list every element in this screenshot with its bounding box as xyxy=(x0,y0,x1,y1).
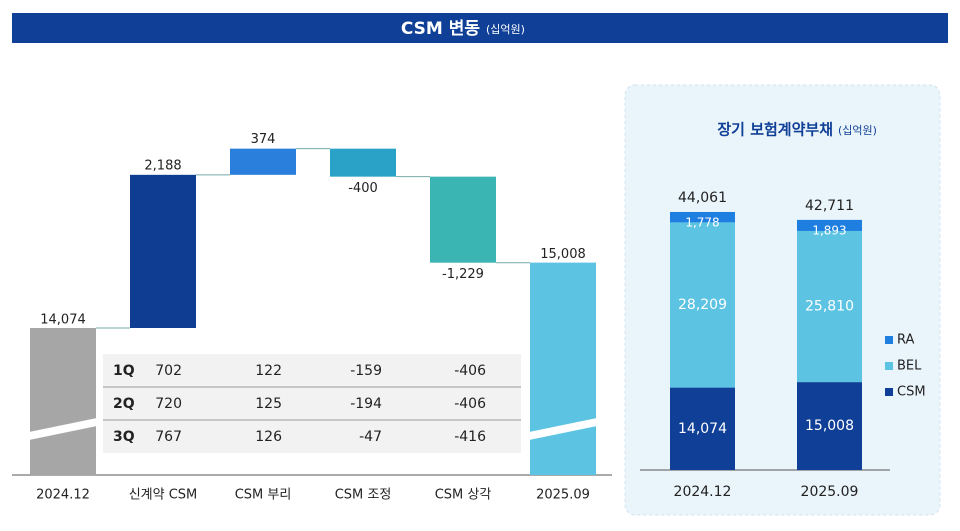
value-label: -400 xyxy=(348,181,378,196)
legend-swatch xyxy=(885,336,893,344)
row-label: 3Q xyxy=(113,429,135,445)
bar-segment xyxy=(797,219,862,231)
value-label: 374 xyxy=(251,132,276,147)
legend-label: RA xyxy=(897,333,915,348)
bar-segment xyxy=(670,222,735,388)
x-tick-label: 2025.09 xyxy=(801,484,859,500)
row-label: 1Q xyxy=(113,363,135,379)
axis-break xyxy=(29,418,97,440)
bar-segment xyxy=(797,230,862,383)
table-cell: -406 xyxy=(454,363,486,379)
bar xyxy=(430,176,496,263)
bar xyxy=(130,174,196,328)
page-title: CSM 변동 xyxy=(401,19,481,39)
table-cell: 720 xyxy=(155,396,182,412)
total-label: 42,711 xyxy=(805,198,854,214)
total-label: 44,061 xyxy=(678,190,727,206)
bar xyxy=(330,148,396,177)
chart-subtitle: (십억원) xyxy=(838,124,877,137)
value-label: 15,008 xyxy=(805,418,854,434)
x-tick-label: CSM 상각 xyxy=(435,488,492,503)
value-label: 15,008 xyxy=(540,247,586,262)
table-row xyxy=(103,420,521,453)
bar xyxy=(230,148,296,175)
axis-break xyxy=(529,418,597,440)
table-cell: -416 xyxy=(454,429,486,445)
bar-segment xyxy=(670,387,735,470)
x-tick-label: CSM 부리 xyxy=(235,488,292,503)
value-label: 14,074 xyxy=(678,421,727,437)
table-cell: 126 xyxy=(255,429,282,445)
table-cell: 702 xyxy=(155,363,182,379)
table-cell: -194 xyxy=(350,396,382,412)
chart-title: 장기 보험계약부채 xyxy=(717,121,833,139)
x-tick-label: 2024.12 xyxy=(674,484,732,500)
row-label: 2Q xyxy=(113,396,135,412)
value-label: 28,209 xyxy=(678,297,727,313)
bar-segment xyxy=(797,382,862,470)
table-cell: 125 xyxy=(255,396,282,412)
value-label: 2,188 xyxy=(144,158,181,173)
bar xyxy=(530,262,596,475)
legend-swatch xyxy=(885,362,893,370)
page-unit: (십억원) xyxy=(486,23,525,36)
x-tick-label: 2024.12 xyxy=(36,488,90,503)
table-cell: -47 xyxy=(359,429,382,445)
title-banner xyxy=(12,13,948,43)
value-label: -1,229 xyxy=(442,267,484,282)
bar-segment xyxy=(670,211,735,223)
x-tick-label: 2025.09 xyxy=(536,488,590,503)
table-cell: 122 xyxy=(255,363,282,379)
table-cell: -406 xyxy=(454,396,486,412)
x-tick-label: 신계약 CSM xyxy=(129,488,198,503)
legend-label: CSM xyxy=(897,385,926,400)
value-label: 25,810 xyxy=(805,299,854,315)
table-row xyxy=(103,387,521,420)
value-label: 1,778 xyxy=(685,215,719,229)
legend-label: BEL xyxy=(897,359,922,374)
value-label: 1,893 xyxy=(812,223,846,237)
table-row xyxy=(103,354,521,387)
value-label: 14,074 xyxy=(40,313,86,328)
table-cell: -159 xyxy=(350,363,382,379)
bar xyxy=(30,328,96,475)
x-tick-label: CSM 조정 xyxy=(335,488,392,503)
table-cell: 767 xyxy=(155,429,182,445)
legend-swatch xyxy=(885,388,893,396)
